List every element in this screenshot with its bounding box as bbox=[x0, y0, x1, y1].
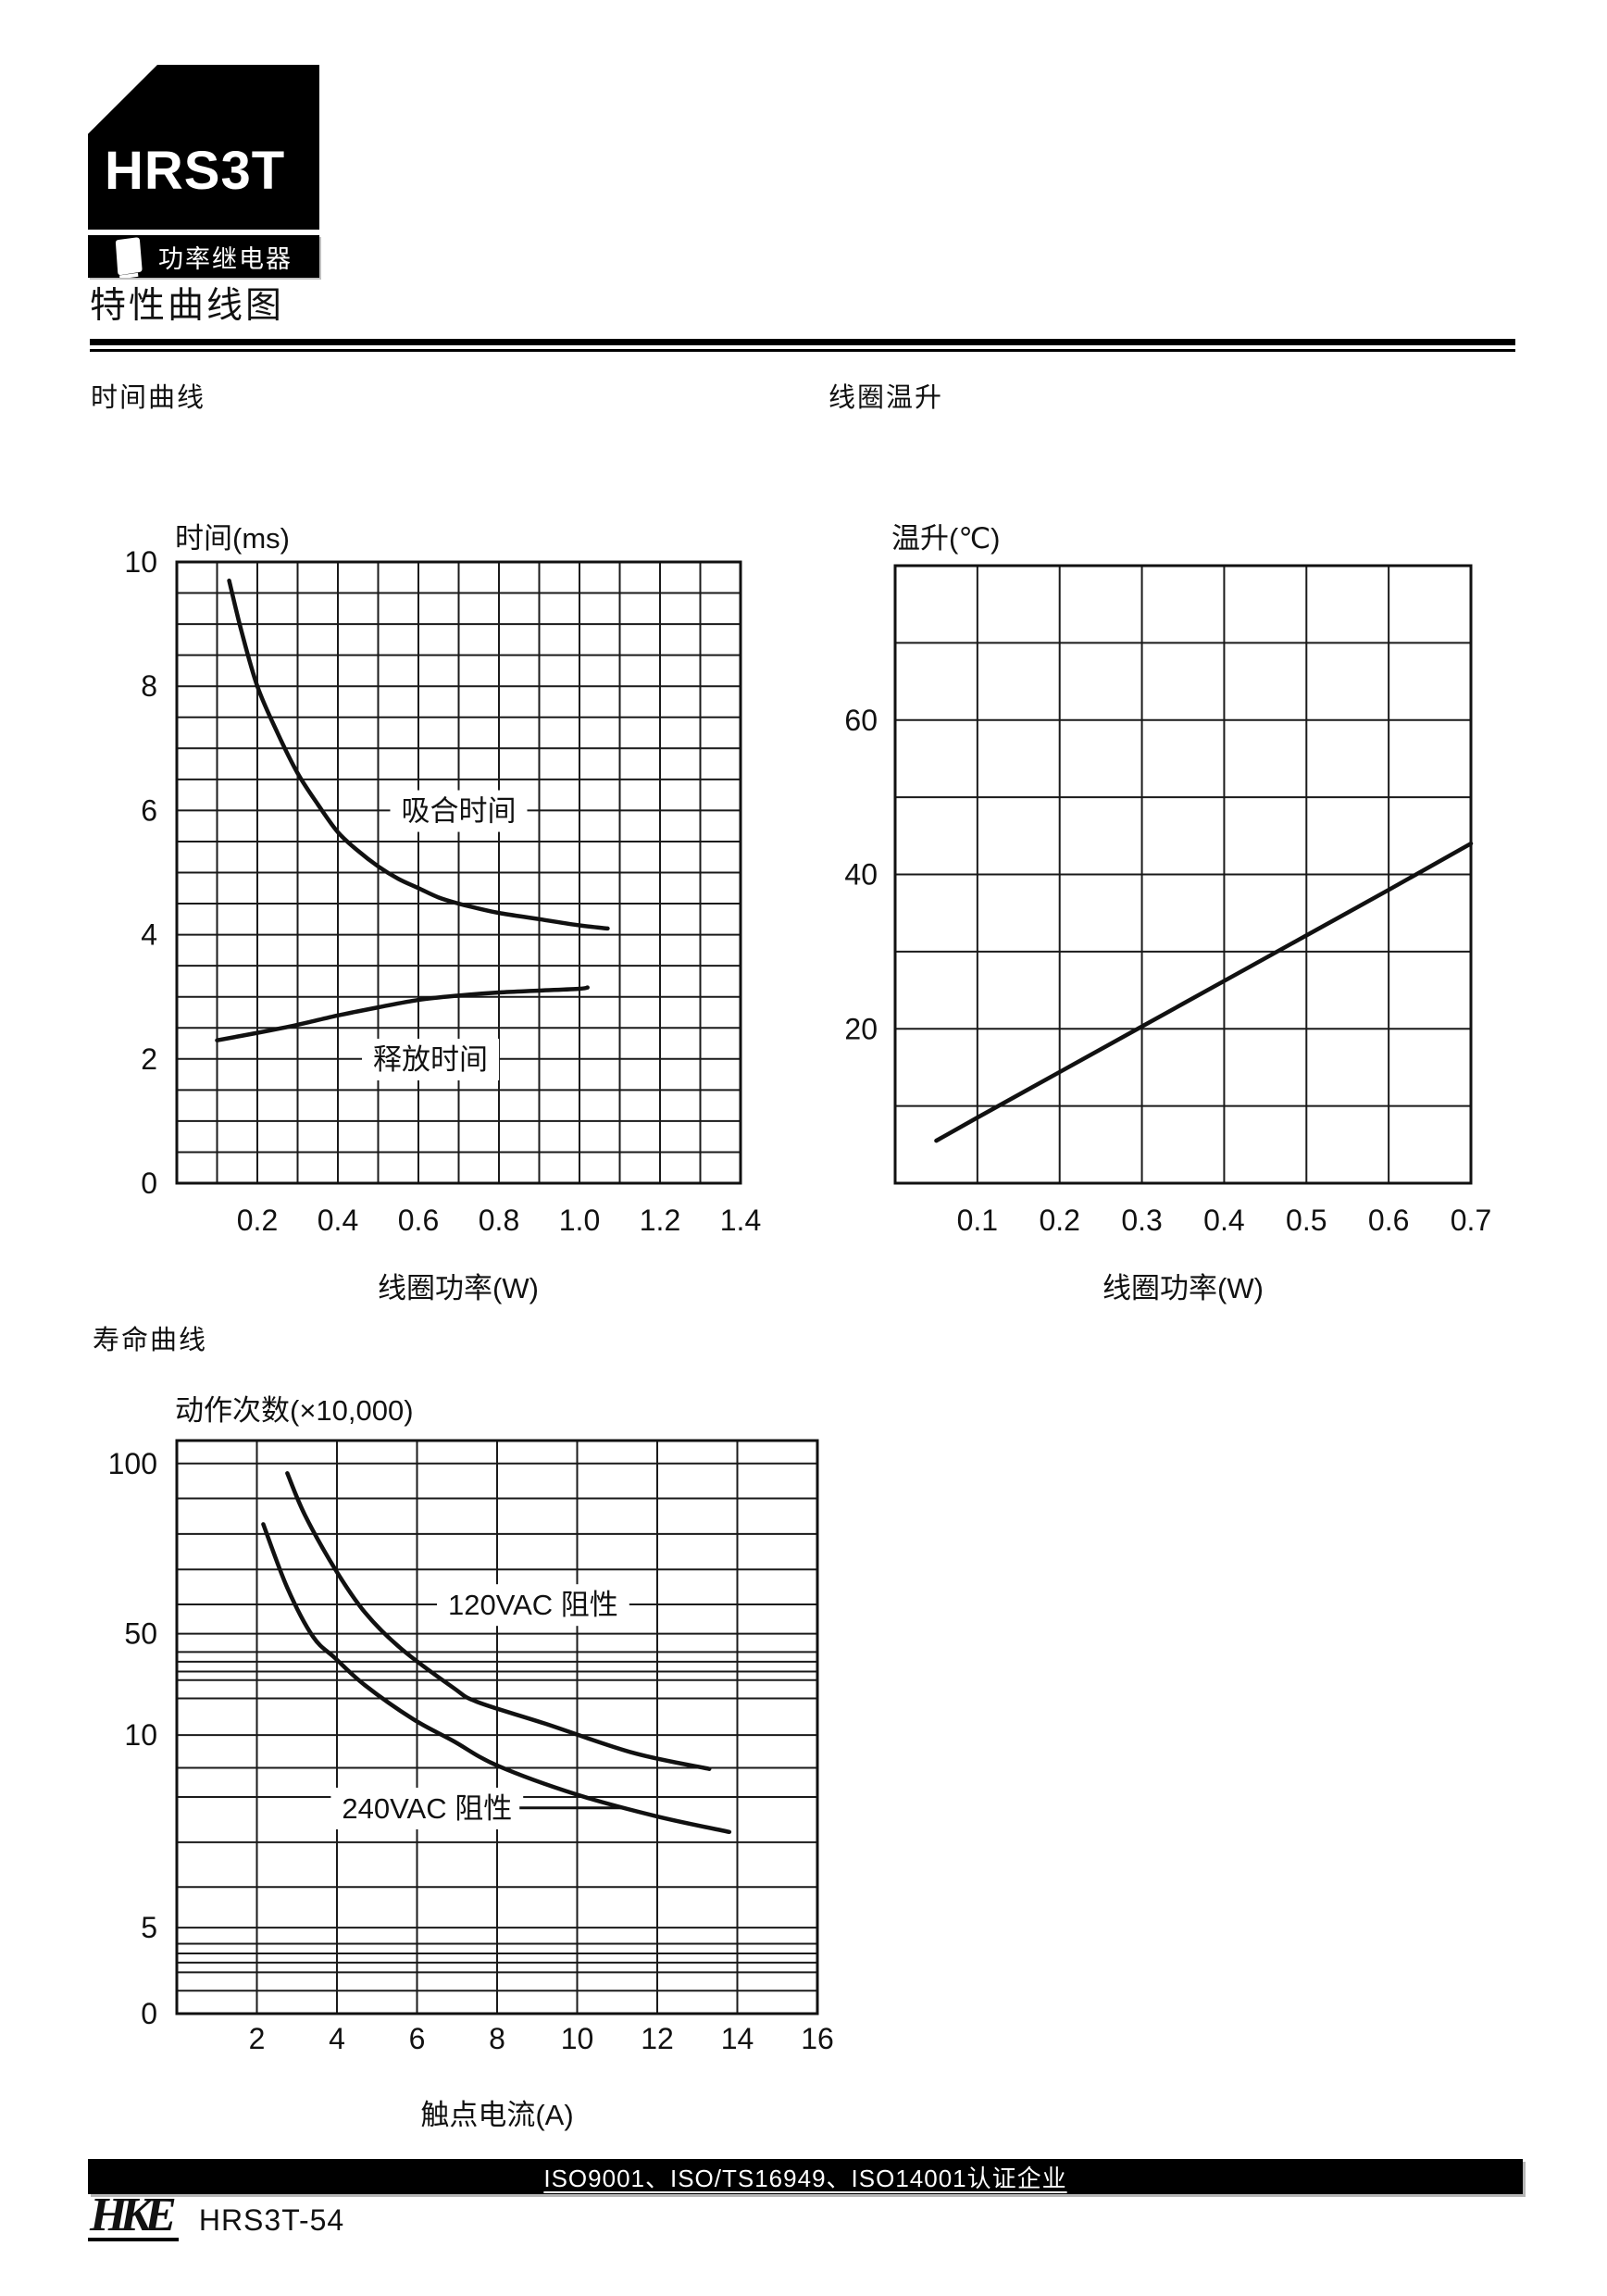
life_curve-y-tick-label: 50 bbox=[124, 1617, 157, 1651]
life_curve-curve-240VAC 阻性 bbox=[261, 1522, 732, 1835]
life_curve-x-tick-label: 8 bbox=[489, 2022, 505, 2055]
title-rule-thin bbox=[90, 349, 1515, 352]
life_curve-y-tick-label: 0 bbox=[141, 1997, 157, 2030]
time_curve-x-tick-label: 1.4 bbox=[720, 1204, 761, 1237]
hke-brand-logo: HKE bbox=[88, 2191, 179, 2241]
life_curve-curve-label-bg bbox=[330, 1787, 524, 1829]
life_curve-x-tick-label: 6 bbox=[409, 2022, 426, 2055]
product-category-bar: 功率继电器 bbox=[88, 235, 319, 278]
life_curve-plot-border bbox=[175, 1439, 819, 2015]
product-model-logo: HRS3T bbox=[105, 141, 286, 201]
life_curve-x-tick-label: 2 bbox=[249, 2022, 266, 2055]
coil_temp_rise-x-axis-title: 线圈功率(W) bbox=[1102, 1272, 1264, 1304]
time_curve-curve-label: 吸合时间 bbox=[402, 795, 517, 828]
time_curve-curve-label: 释放时间 bbox=[373, 1043, 488, 1076]
time_curve-curve-吸合时间 bbox=[227, 578, 610, 931]
life_curve-curve-label: 120VAC 阻性 bbox=[448, 1589, 618, 1621]
life_curve-y-tick-label: 5 bbox=[141, 1911, 157, 1944]
coil_temp_rise-x-tick-label: 0.1 bbox=[957, 1204, 998, 1237]
time_curve-curve-label-bg bbox=[390, 790, 528, 832]
life-curve-chart: 动作次数(×10,000)触点电流(A)2 4 6 8 10 12 14 1610050105… bbox=[108, 1394, 834, 2131]
coil_temp_rise-x-tick-label: 0.5 bbox=[1286, 1204, 1327, 1237]
life_curve-x-tick-label: 12 bbox=[641, 2022, 674, 2055]
product-category-label: 功率继电器 bbox=[158, 244, 293, 273]
page-title: 特性曲线图 bbox=[90, 286, 285, 326]
coil_temp_rise-x-tick-label: 0.6 bbox=[1368, 1204, 1409, 1237]
coil_temp_rise-plot-border bbox=[893, 564, 1473, 1185]
footer-row: HKE HRS3T-54 bbox=[88, 2191, 345, 2241]
coil_temp_rise-x-tick-label: 0.3 bbox=[1121, 1204, 1162, 1237]
time_curve-x-tick-label: 1.0 bbox=[559, 1204, 600, 1237]
coil_temp_rise-y-tick-label: 40 bbox=[844, 858, 878, 892]
life_curve-x-tick-label: 16 bbox=[801, 2022, 834, 2055]
life_curve-y-tick-label: 10 bbox=[124, 1718, 157, 1752]
time_curve-x-tick-label: 0.8 bbox=[479, 1204, 519, 1237]
time_curve-gridlines bbox=[177, 562, 741, 1183]
coil_temp_rise-y-tick-label: 60 bbox=[844, 704, 878, 737]
page-code: HRS3T-54 bbox=[198, 2202, 345, 2237]
time_curve-x-tick-label: 0.2 bbox=[237, 1204, 278, 1237]
life_curve-x-axis-title: 触点电流(A) bbox=[420, 2099, 573, 2131]
time_curve-y-tick-label: 2 bbox=[141, 1042, 157, 1076]
title-rule-thick bbox=[90, 339, 1515, 345]
life_curve-y-tick-label: 100 bbox=[108, 1447, 157, 1480]
brand-logo-block: HRS3T bbox=[88, 65, 319, 230]
life_curve-curve-label: 240VAC 阻性 bbox=[342, 1792, 512, 1825]
time_curve-curve-label-bg bbox=[362, 1038, 500, 1080]
time_curve-x-tick-label: 0.6 bbox=[398, 1204, 439, 1237]
time_curve-plot-border bbox=[175, 560, 742, 1185]
life_curve-y-axis-title: 动作次数(×10,000) bbox=[175, 1394, 414, 1427]
time_curve-y-axis-title: 时间(ms) bbox=[175, 522, 290, 555]
time_curve-curve-释放时间 bbox=[215, 985, 590, 1042]
coil_temp_rise-y-axis-title: 温升(℃) bbox=[891, 522, 1000, 555]
time_curve-x-axis-title: 线圈功率(W) bbox=[378, 1272, 539, 1304]
iso-certification-bar: ISO9001、ISO/TS16949、ISO14001认证企业 bbox=[88, 2159, 1523, 2194]
time_curve-y-tick-label: 6 bbox=[141, 793, 157, 827]
section-label-life-curve: 寿命曲线 bbox=[93, 1326, 208, 1355]
time_curve-y-tick-label: 4 bbox=[141, 918, 157, 952]
life_curve-x-tick-label: 10 bbox=[561, 2022, 594, 2055]
coil_temp_rise-gridlines bbox=[895, 566, 1471, 1183]
life_curve-gridlines bbox=[177, 1441, 817, 2014]
iso-certification-text: ISO9001、ISO/TS16949、ISO14001认证企业 bbox=[543, 2164, 1067, 2192]
life_curve-x-tick-label: 4 bbox=[329, 2022, 345, 2055]
time-curve-chart: 时间(ms) 线圈功率(W) 0.2 0.4 0.6 0.8 1.0 1.2 1.4 0 2 4 6 8 1… bbox=[124, 522, 761, 1304]
coil_temp_rise-x-tick-label: 0.7 bbox=[1451, 1204, 1491, 1237]
time_curve-x-tick-label: 1.2 bbox=[640, 1204, 680, 1237]
life_curve-curve-120VAC 阻性 bbox=[285, 1471, 712, 1771]
time_curve-y-tick-label: 10 bbox=[124, 545, 157, 579]
coil_temp_rise-curve-温升 bbox=[934, 841, 1474, 1143]
coil_temp_rise-x-tick-label: 0.4 bbox=[1203, 1204, 1244, 1237]
life_curve-x-tick-label: 14 bbox=[721, 2022, 754, 2055]
coil_temp_rise-x-tick-label: 0.2 bbox=[1039, 1204, 1079, 1237]
time_curve-x-tick-label: 0.4 bbox=[318, 1204, 358, 1237]
coil-temp-rise-chart: 温升(℃) 线圈功率(W) 0.1 0.2 0.3 0.4 0.5 0.6 0.7 20 40 60 bbox=[844, 522, 1491, 1304]
coil_temp_rise-y-tick-label: 20 bbox=[844, 1012, 878, 1045]
section-label-coil-temp-rise: 线圈温升 bbox=[828, 383, 944, 413]
section-label-time-curve: 时间曲线 bbox=[91, 383, 206, 413]
life_curve-curve-label-bg bbox=[437, 1584, 629, 1627]
relay-icon bbox=[115, 237, 143, 278]
time_curve-y-tick-label: 0 bbox=[141, 1167, 157, 1200]
time_curve-y-tick-label: 8 bbox=[141, 669, 157, 703]
